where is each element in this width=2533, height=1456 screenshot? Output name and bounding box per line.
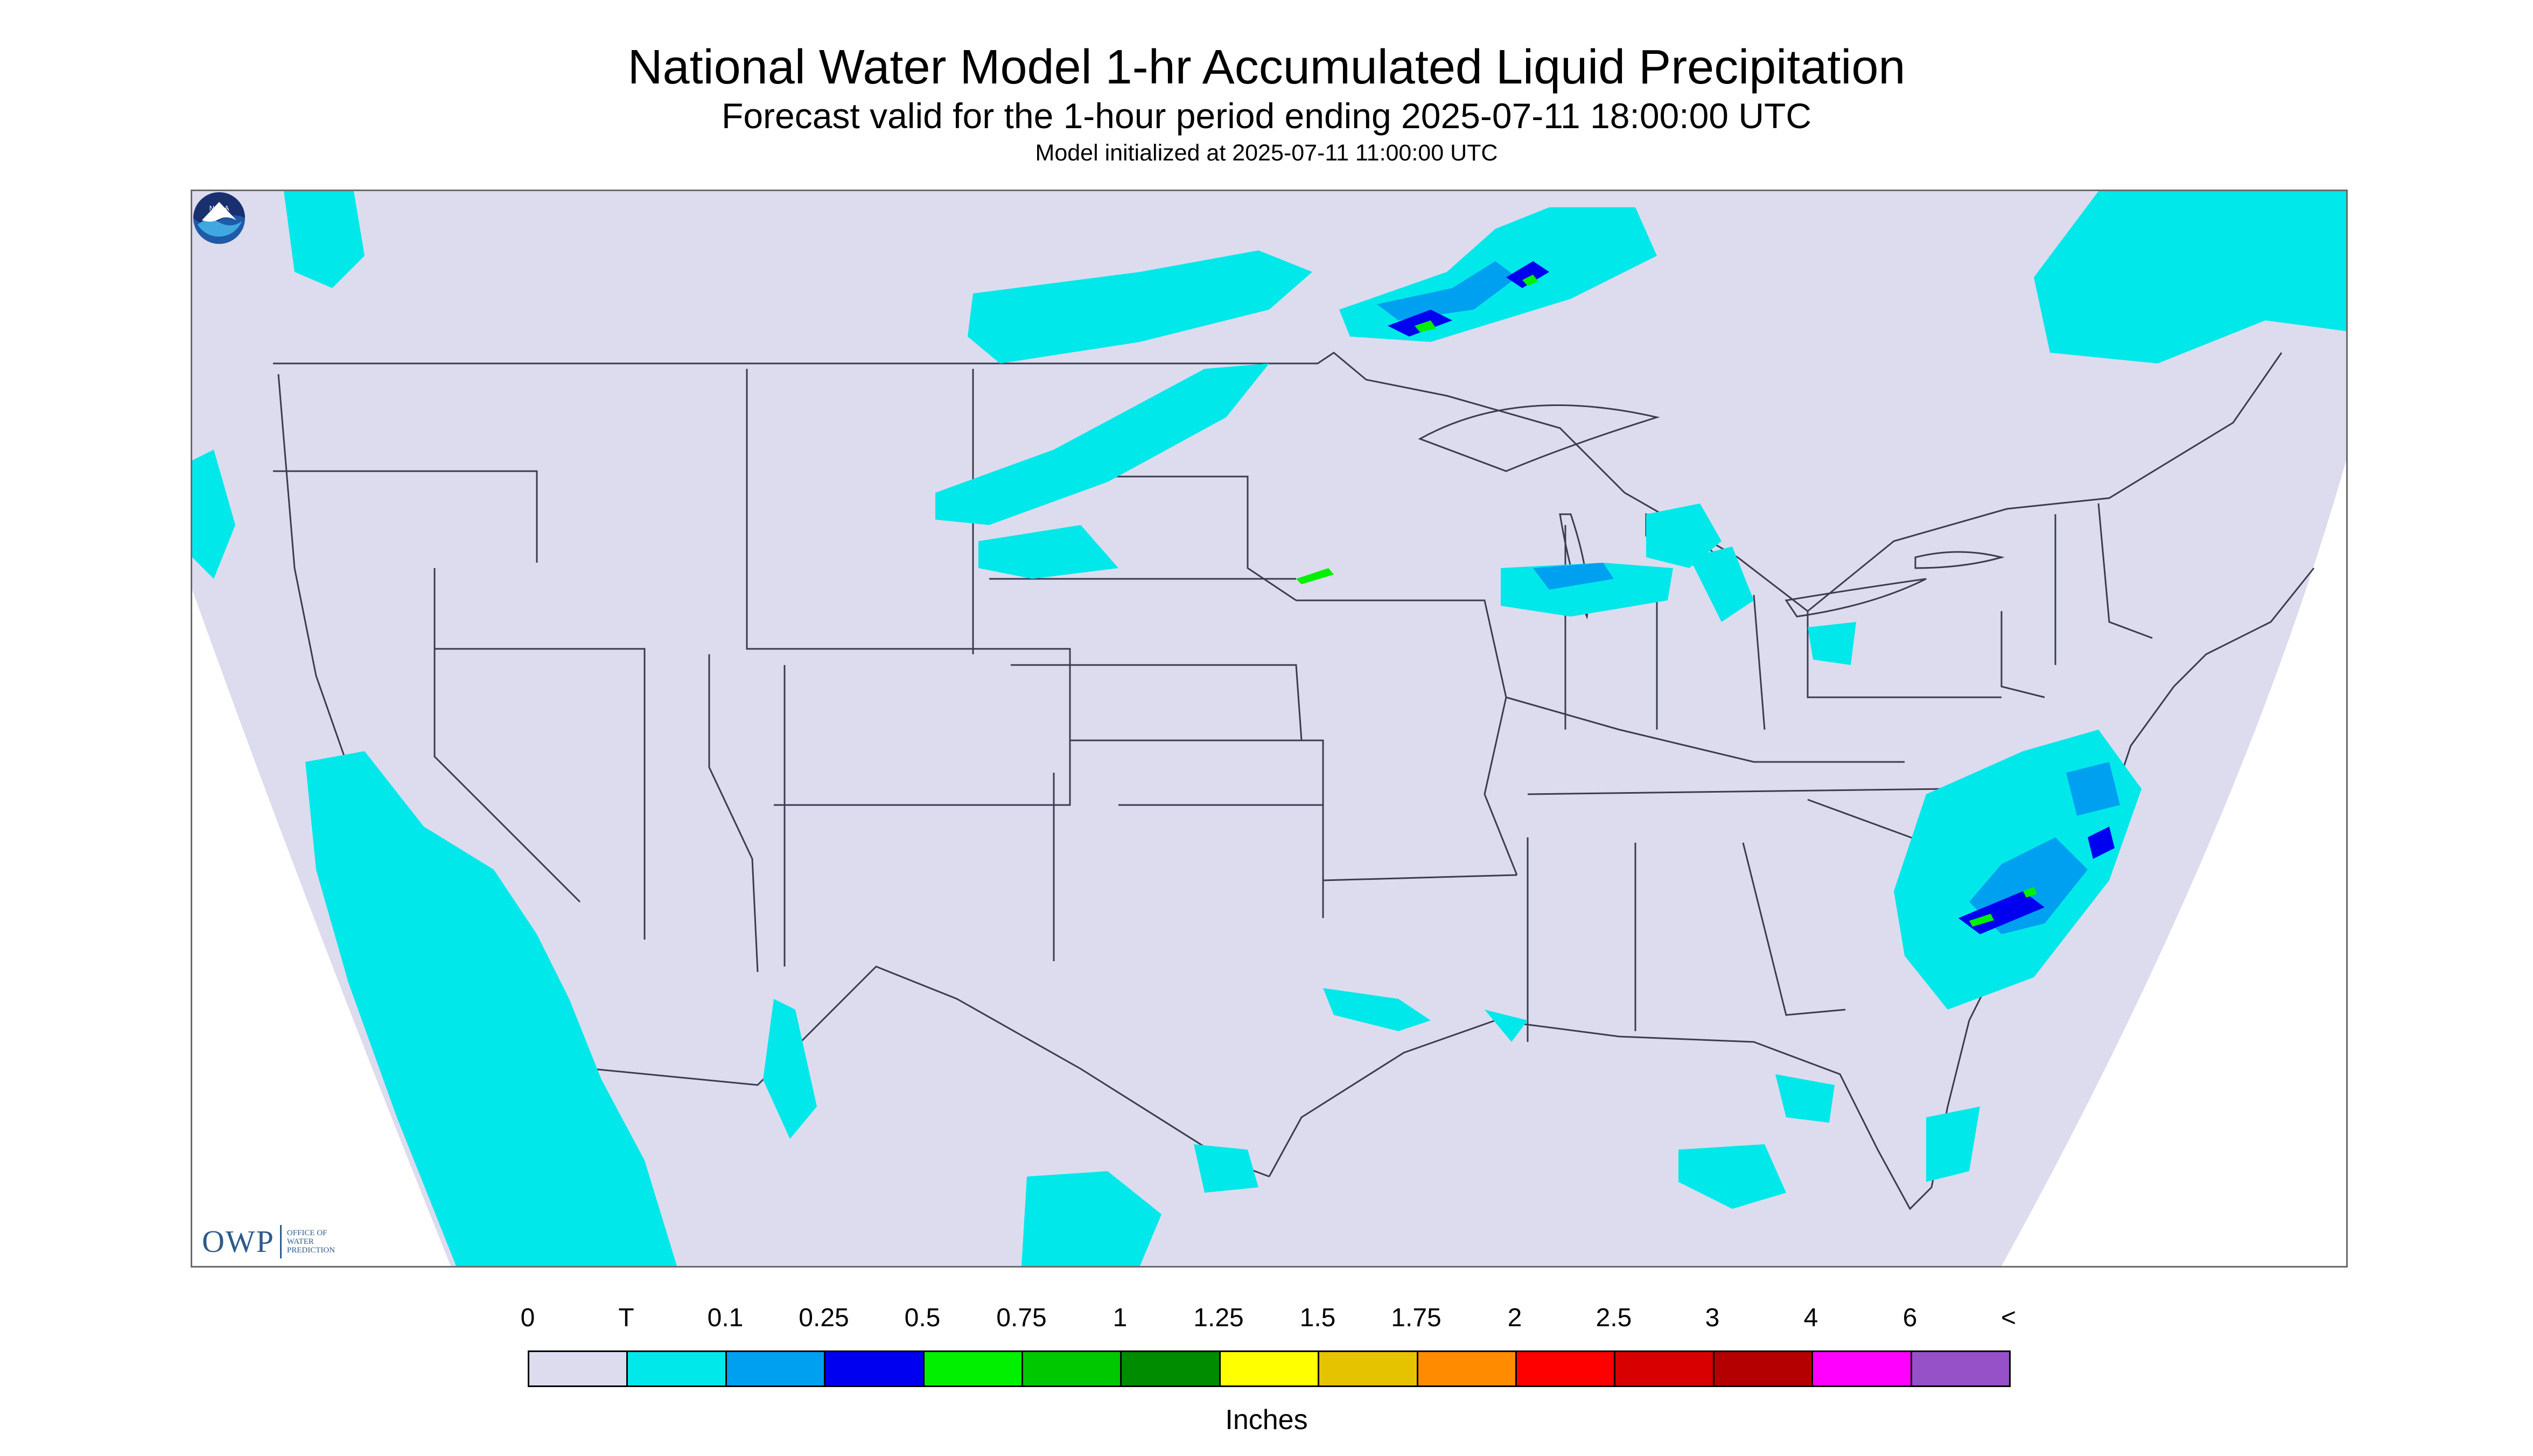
owp-logo-mark: OWP [202, 1224, 275, 1259]
legend-label: 0.1 [707, 1304, 744, 1332]
legend-swatch [1813, 1352, 1912, 1385]
legend-swatch [1220, 1352, 1320, 1385]
legend-label: < [2000, 1304, 2017, 1332]
legend-swatch [825, 1352, 925, 1385]
legend-swatch [1122, 1352, 1221, 1385]
legend-label: 0.5 [904, 1304, 941, 1332]
model-domain [192, 191, 2346, 1266]
legend-swatch [1912, 1352, 2010, 1385]
legend-color-bar [528, 1350, 2011, 1387]
legend-swatch [1615, 1352, 1715, 1385]
map-title: National Water Model 1-hr Accumulated Li… [627, 40, 1906, 94]
legend-swatch [1418, 1352, 1517, 1385]
legend-label: 0.75 [996, 1304, 1047, 1332]
legend-labels: 0 T 0.1 0.25 0.5 0.75 1 1.25 1.5 1.75 2 … [521, 1302, 2016, 1340]
legend-label: 1.25 [1193, 1304, 1244, 1332]
legend-swatch [1714, 1352, 1814, 1385]
legend-units: Inches [1225, 1404, 1308, 1436]
map-subtitle: Forecast valid for the 1-hour period end… [722, 96, 1811, 136]
owp-logo-text: OFFICE OF WATER PREDICTION [286, 1228, 335, 1255]
precipitation-map: OWP OFFICE OF WATER PREDICTION NOAA [191, 190, 2348, 1268]
legend-label: 1.75 [1391, 1304, 1442, 1332]
legend-swatch [628, 1352, 727, 1385]
legend-label: 2.5 [1596, 1304, 1632, 1332]
legend-swatch [726, 1352, 826, 1385]
legend-label: 1 [1112, 1304, 1128, 1332]
legend-swatch [529, 1352, 628, 1385]
precip-heavy-areas [1296, 275, 2037, 927]
legend-swatch [1517, 1352, 1616, 1385]
legend-swatch [1319, 1352, 1418, 1385]
legend-swatch [924, 1352, 1024, 1385]
noaa-logo-text: NOAA [209, 204, 229, 212]
boundary-lines [273, 352, 2315, 1210]
legend-label: 0.25 [799, 1304, 849, 1332]
legend-label: 1.5 [1299, 1304, 1336, 1332]
model-init-time: Model initialized at 2025-07-11 11:00:00… [1035, 140, 1498, 166]
legend-label: 4 [1803, 1304, 1818, 1332]
legend-label: T [618, 1304, 634, 1332]
owp-logo: OWP OFFICE OF WATER PREDICTION [202, 1223, 335, 1259]
map-canvas [192, 191, 2346, 1266]
owp-logo-divider [279, 1224, 282, 1258]
legend-label: 6 [1902, 1304, 1918, 1332]
legend-label: 0 [520, 1304, 535, 1332]
legend-label: 3 [1705, 1304, 1720, 1332]
legend-swatch [1023, 1352, 1122, 1385]
noaa-logo: NOAA [193, 192, 245, 244]
legend-label: 2 [1507, 1304, 1522, 1332]
